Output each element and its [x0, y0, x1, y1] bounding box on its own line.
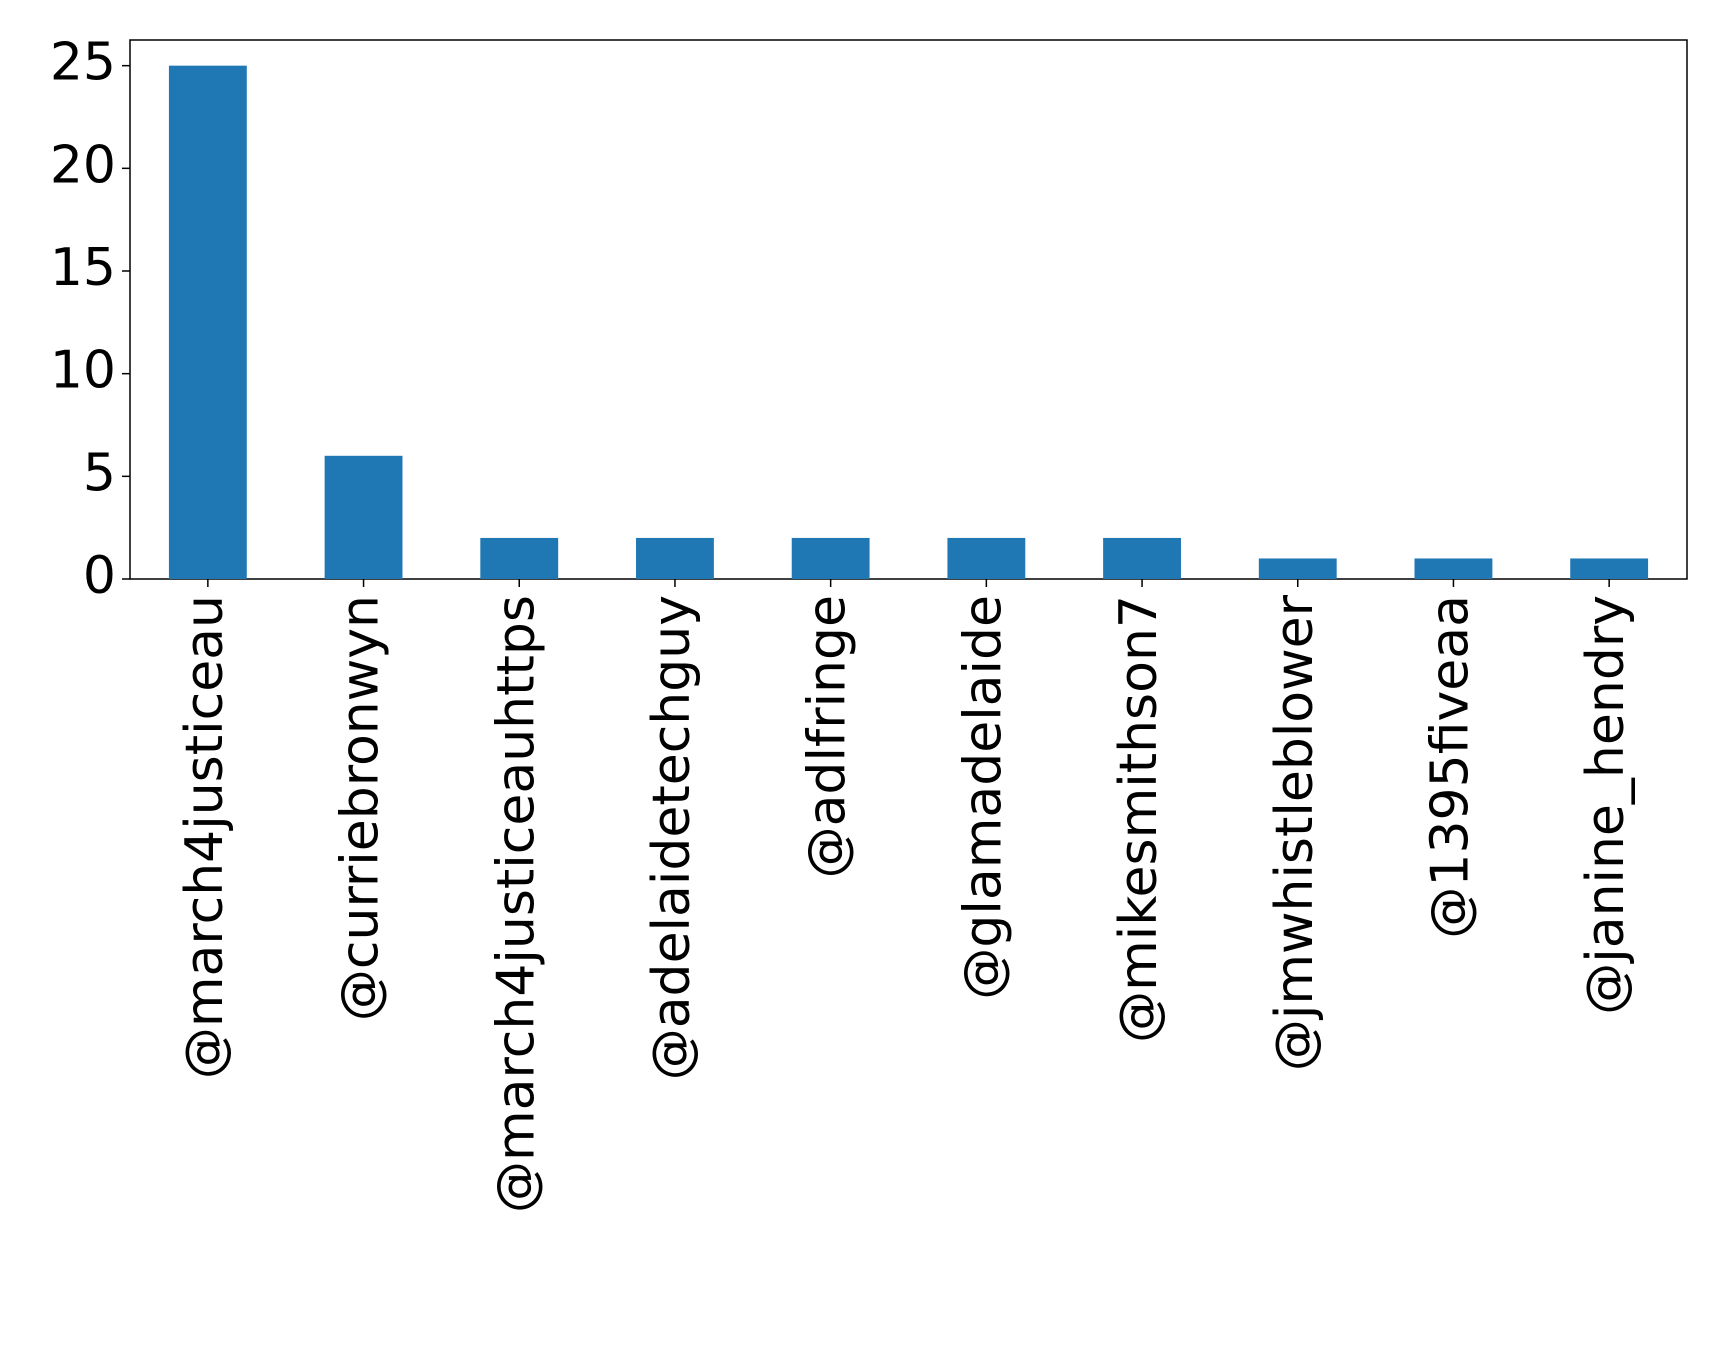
x-tick-label: @march4justiceauhttps [486, 595, 546, 1213]
bar [480, 537, 559, 579]
x-tick-label: @janine_hendry [1576, 595, 1636, 1015]
plot-frame [129, 39, 1688, 580]
x-tick-label: @march4justiceau [175, 595, 235, 1079]
y-tick-label: 0 [83, 546, 116, 606]
bar [1258, 558, 1337, 579]
x-tick-label: @mikesmithson7 [1109, 595, 1169, 1043]
bar [168, 65, 247, 579]
bar [324, 455, 403, 579]
y-tick-label: 5 [83, 443, 116, 503]
y-tick-label: 15 [50, 238, 116, 298]
x-tick-label: @glamadelaide [953, 595, 1013, 1000]
x-tick-label: @1395fiveaa [1420, 595, 1480, 939]
y-tick-label: 25 [50, 33, 116, 93]
bar [1570, 558, 1649, 579]
y-tick-label: 20 [50, 135, 116, 195]
x-tick-label: @adelaidetechguy [642, 595, 702, 1080]
y-tick-label: 10 [50, 341, 116, 401]
x-tick-label: @curriebronwyn [331, 595, 391, 1021]
bar [947, 537, 1026, 579]
bar [791, 537, 870, 579]
bar [1103, 537, 1181, 579]
bar [1414, 558, 1493, 579]
x-tick-label: @jmwhistleblower [1265, 594, 1325, 1071]
bar [636, 537, 714, 579]
x-tick-label: @adlfringe [798, 595, 858, 878]
